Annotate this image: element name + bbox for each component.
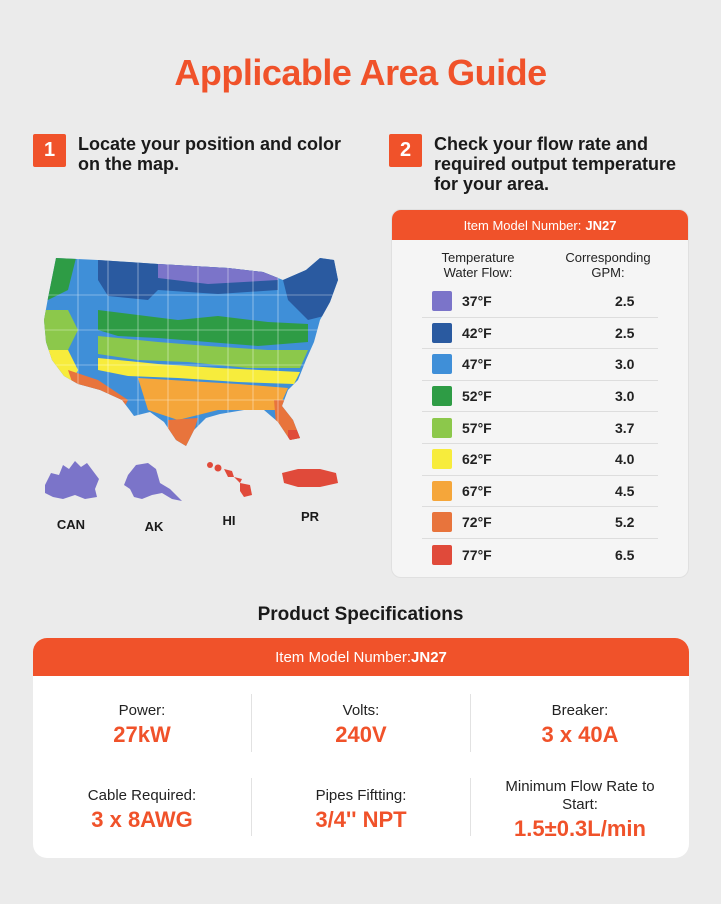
alaska-shape: [124, 463, 182, 501]
flow-table-row: 62°F 4.0: [422, 444, 658, 476]
model-label: Item Model Number:: [463, 217, 582, 233]
color-swatch: [432, 417, 452, 438]
territory-ak: AK: [122, 455, 186, 534]
specs-header: Item Model Number: JN27: [33, 638, 689, 676]
step-2-text: Check your flow rate and required output…: [434, 134, 677, 194]
specs-title: Product Specifications: [257, 604, 464, 625]
model-number: JN27: [411, 648, 447, 666]
spec-label: Cable Required:: [87, 787, 197, 804]
us-climate-map: [38, 250, 348, 450]
flow-table-row: 72°F 5.2: [422, 507, 658, 539]
gpm-value: 3.7: [615, 419, 635, 436]
col-temperature: Temperature Water Flow:: [441, 250, 515, 280]
temperature-value: 77°F: [462, 546, 492, 563]
spec-label: Volts:: [342, 702, 380, 719]
flow-table-row: 57°F 3.7: [422, 412, 658, 444]
canada-shape: [45, 461, 99, 499]
flow-table-header: Item Model Number: JN27: [392, 210, 688, 240]
specs-card: Item Model Number: JN27 Power: 27kW Volt…: [33, 638, 689, 858]
divider: [470, 694, 471, 752]
spec-label: Minimum Flow Rate to Start:: [505, 778, 655, 813]
divider: [251, 778, 252, 836]
territory-label: CAN: [56, 517, 86, 532]
gpm-value: 4.0: [615, 451, 635, 468]
page-title: Applicable Area Guide: [174, 52, 547, 93]
hawaii-shape: [207, 462, 252, 497]
gpm-value: 5.2: [615, 514, 635, 531]
step-1: 1 Locate your position and color on the …: [33, 134, 353, 174]
spec-value: 27kW: [113, 722, 171, 747]
spec-value: 3 x 40A: [541, 722, 619, 747]
flow-table-columns: Temperature Water Flow: Corresponding GP…: [392, 240, 688, 280]
spec-breaker: Breaker: 3 x 40A: [471, 702, 689, 748]
step-number-badge: 2: [389, 134, 422, 167]
gpm-value: 6.5: [615, 546, 635, 563]
color-swatch: [432, 480, 452, 501]
spec-label: Pipes Fiftting:: [315, 787, 407, 804]
flow-table-row: 47°F 3.0: [422, 349, 658, 381]
step-2: 2 Check your flow rate and required outp…: [389, 134, 694, 194]
spec-pipes: Pipes Fiftting: 3/4'' NPT: [252, 787, 470, 833]
gpm-value: 2.5: [615, 324, 635, 341]
territory-pr: PR: [280, 455, 340, 524]
color-swatch: [432, 512, 452, 533]
temperature-value: 42°F: [462, 324, 492, 341]
col-gpm: Corresponding GPM:: [565, 250, 651, 280]
color-swatch: [432, 291, 452, 312]
color-swatch: [432, 386, 452, 407]
spec-value: 240V: [335, 722, 387, 747]
step-1-text: Locate your position and color on the ma…: [78, 134, 342, 174]
puerto-rico-shape: [282, 469, 338, 487]
flow-table-rows: 37°F 2.5 42°F 2.5 47°F 3.0 52°F 3.0 57°F 3.7 62°F 4…: [392, 280, 688, 570]
spec-volts: Volts: 240V: [252, 702, 470, 748]
spec-value: 1.5±0.3L/min: [514, 816, 646, 841]
flow-table-row: 37°F 2.5: [422, 286, 658, 318]
territory-label: AK: [144, 519, 164, 534]
color-swatch: [432, 354, 452, 375]
flow-table-row: 77°F 6.5: [422, 539, 658, 571]
spec-value: 3 x 8AWG: [91, 807, 193, 832]
spec-cable: Cable Required: 3 x 8AWG: [33, 787, 251, 833]
flow-table-row: 67°F 4.5: [422, 476, 658, 508]
color-swatch: [432, 449, 452, 470]
territory-label: PR: [300, 509, 320, 524]
gpm-value: 3.0: [615, 388, 635, 405]
flow-table-row: 52°F 3.0: [422, 381, 658, 413]
gpm-value: 2.5: [615, 293, 635, 310]
model-label: Item Model Number:: [275, 648, 412, 666]
spec-power: Power: 27kW: [33, 702, 251, 748]
model-number: JN27: [585, 217, 617, 233]
territory-can: CAN: [40, 455, 102, 532]
spec-min-flow: Minimum Flow Rate to Start: 1.5±0.3L/min: [499, 778, 661, 842]
spec-label: Breaker:: [551, 702, 609, 719]
temperature-value: 67°F: [462, 482, 492, 499]
territory-hi: HI: [204, 455, 254, 528]
gpm-value: 3.0: [615, 356, 635, 373]
spec-label: Power:: [118, 702, 166, 719]
temperature-value: 62°F: [462, 451, 492, 468]
divider: [251, 694, 252, 752]
temperature-value: 72°F: [462, 514, 492, 531]
temperature-value: 52°F: [462, 388, 492, 405]
temperature-value: 57°F: [462, 419, 492, 436]
step-number-badge: 1: [33, 134, 66, 167]
divider: [470, 778, 471, 836]
color-swatch: [432, 322, 452, 343]
temperature-value: 47°F: [462, 356, 492, 373]
flow-table-row: 42°F 2.5: [422, 318, 658, 350]
flow-rate-table: Item Model Number: JN27 Temperature Wate…: [391, 209, 689, 578]
color-swatch: [432, 544, 452, 565]
gpm-value: 4.5: [615, 482, 635, 499]
specs-grid: Power: 27kW Volts: 240V Breaker: 3 x 40A…: [33, 676, 689, 858]
territory-label: HI: [222, 513, 236, 528]
temperature-value: 37°F: [462, 293, 492, 310]
spec-value: 3/4'' NPT: [315, 807, 407, 832]
